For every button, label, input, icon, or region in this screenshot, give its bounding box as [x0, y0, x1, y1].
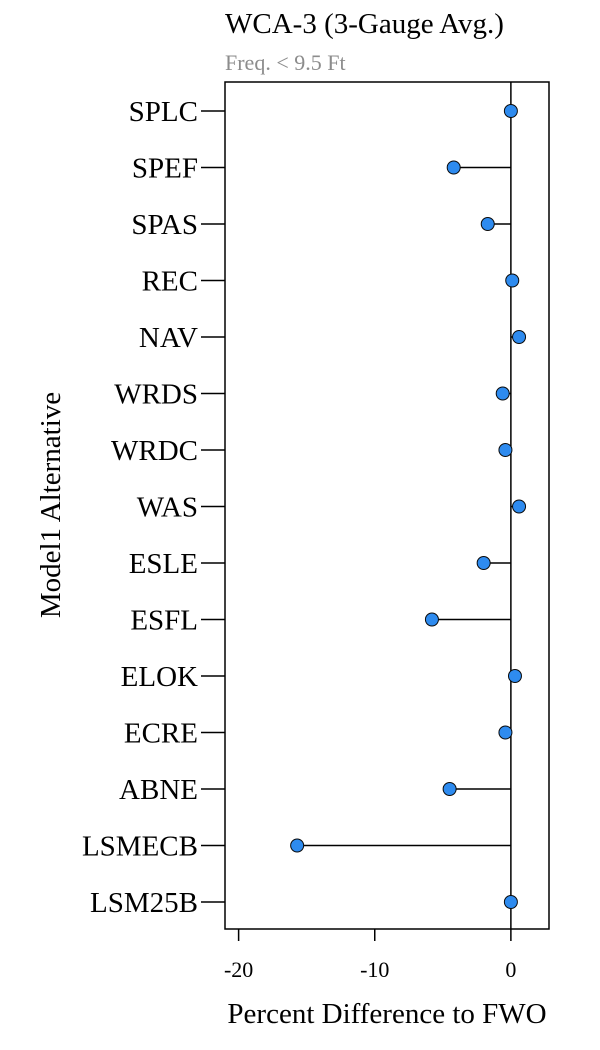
y-tick-label: LSMECB	[82, 831, 198, 863]
point-ecre	[498, 725, 513, 740]
plot-panel	[224, 81, 550, 930]
y-tick-label: ECRE	[124, 718, 198, 750]
point-layer	[290, 104, 527, 909]
y-tick-label: ESFL	[130, 605, 198, 637]
y-tick-label: REC	[142, 266, 198, 298]
y-tick-label: WRDC	[111, 435, 198, 467]
y-tick-label: NAV	[139, 322, 198, 354]
y-tick-label: LSM25B	[90, 887, 198, 919]
y-tick-label: WRDS	[114, 379, 198, 411]
x-axis-label: Percent Difference to FWO	[227, 998, 546, 1030]
y-axis: SPLC SPEF SPAS REC NAV WRDS WRDC WAS ESLE ESFL ELO…	[82, 96, 225, 919]
point-nav	[512, 330, 527, 344]
y-axis-label: Model1 Alternative	[35, 392, 67, 618]
y-tick-label: SPLC	[129, 96, 198, 128]
point-spas	[480, 217, 495, 231]
point-was	[512, 499, 527, 514]
y-tick-label: WAS	[137, 492, 198, 524]
point-rec	[505, 273, 520, 288]
y-tick-label: ABNE	[119, 774, 198, 806]
point-splc	[503, 104, 518, 118]
point-wrds	[495, 386, 510, 401]
chart-title: WCA-3 (3-Gauge Avg.)	[225, 8, 504, 40]
chart-subtitle: Freq. < 9.5 Ft	[225, 50, 346, 75]
x-tick-label: 0	[505, 957, 516, 982]
point-spef	[446, 160, 461, 175]
point-lsmecb	[290, 838, 305, 853]
y-tick-label: SPAS	[131, 209, 198, 241]
x-tick-label: -10	[360, 957, 389, 982]
x-axis: -20 -10 0	[224, 929, 516, 982]
point-wrdc	[498, 443, 513, 457]
point-esfl	[424, 612, 439, 627]
y-tick-label: ESLE	[129, 548, 198, 580]
point-esle	[476, 556, 491, 570]
point-abne	[442, 782, 457, 796]
x-tick-label: -20	[224, 957, 253, 982]
y-tick-label: SPEF	[132, 153, 198, 185]
point-elok	[507, 669, 522, 683]
point-lsm25b	[503, 895, 518, 909]
y-tick-label: ELOK	[121, 661, 198, 693]
